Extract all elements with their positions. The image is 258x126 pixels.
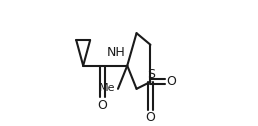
Text: NH: NH (106, 46, 125, 59)
Text: S: S (147, 68, 155, 81)
Text: O: O (146, 112, 155, 124)
Text: O: O (97, 99, 107, 112)
Text: Me: Me (99, 83, 115, 93)
Text: O: O (167, 75, 176, 88)
